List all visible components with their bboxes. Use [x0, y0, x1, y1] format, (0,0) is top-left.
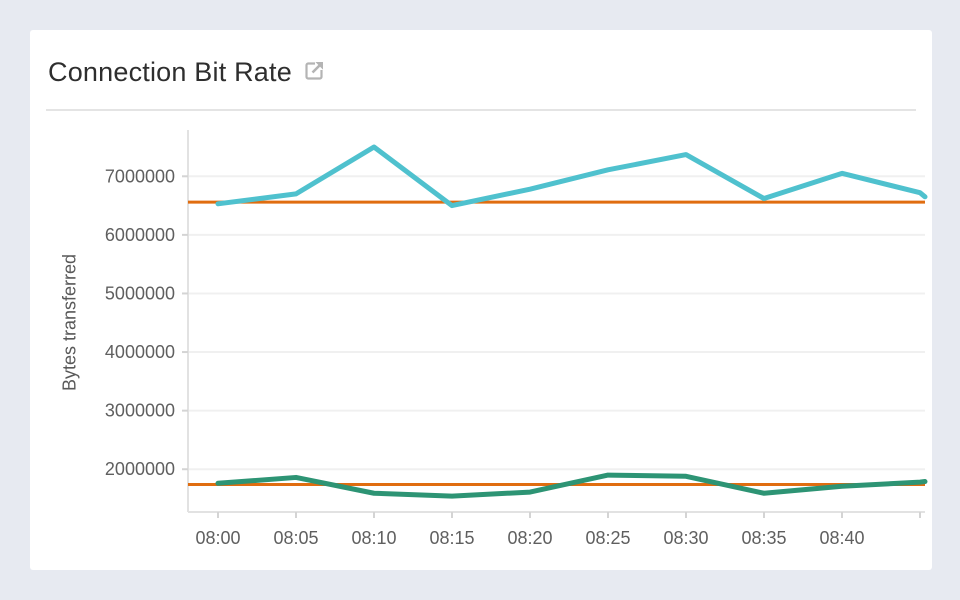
card-header: Connection Bit Rate	[30, 30, 932, 89]
x-tick-label: 08:05	[273, 528, 318, 548]
y-tick-label: 4000000	[105, 342, 175, 362]
x-tick-label: 08:15	[429, 528, 474, 548]
series-line-lower	[215, 472, 928, 499]
y-tick-label: 6000000	[105, 225, 175, 245]
series-line-upper	[215, 144, 928, 209]
chart-title: Connection Bit Rate	[48, 57, 292, 87]
x-tick-label: 08:20	[507, 528, 552, 548]
chart-card: Connection Bit Rate Bytes transferred 20…	[30, 30, 932, 570]
x-tick-label: 08:00	[195, 528, 240, 548]
y-tick-label: 5000000	[105, 283, 175, 303]
chart-svg: 2000000 3000000 4000000 5000000 6000000 70000…	[105, 130, 928, 548]
x-tick-label: 08:35	[741, 528, 786, 548]
y-tick-label: 2000000	[105, 459, 175, 479]
header-divider	[46, 109, 916, 111]
x-tick-label: 08:40	[819, 528, 864, 548]
y-tick-label: 7000000	[105, 166, 175, 186]
y-tick-label: 3000000	[105, 401, 175, 421]
external-link-icon[interactable]	[302, 59, 326, 88]
chart-area: 2000000 3000000 4000000 5000000 6000000 70000…	[30, 30, 932, 570]
x-tick-label: 08:25	[585, 528, 630, 548]
x-tick-label: 08:10	[351, 528, 396, 548]
x-tick-label: 08:30	[663, 528, 708, 548]
